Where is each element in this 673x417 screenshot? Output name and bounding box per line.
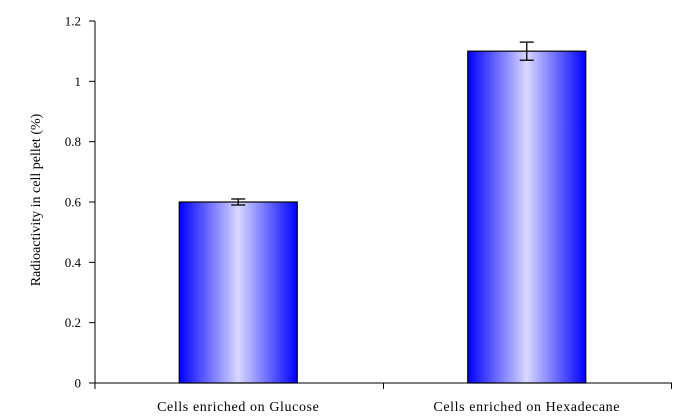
- bars: [178, 41, 587, 384]
- bar: [178, 201, 298, 384]
- error-bar: [519, 41, 534, 61]
- y-tick-label: 1.2: [65, 14, 81, 29]
- axes: [94, 21, 672, 389]
- y-tick-label: 0: [75, 376, 82, 391]
- y-tick-label: 0.6: [65, 195, 82, 210]
- y-tick-label: 0.8: [65, 134, 81, 149]
- bar: [467, 50, 587, 384]
- y-axis-ticks: 0 0.2 0.4 0.6 0.8 1 1.2: [65, 14, 95, 391]
- y-axis-title: Radioactivity in cell pellet (%): [29, 113, 44, 286]
- error-bar: [231, 198, 246, 206]
- y-tick-label: 1: [75, 74, 82, 89]
- x-category-label: Cells enriched on Hexadecane: [433, 400, 620, 415]
- x-category-label: Cells enriched on Glucose: [157, 400, 319, 415]
- y-tick-label: 0.2: [65, 315, 81, 330]
- x-axis-labels: Cells enriched on Glucose Cells enriched …: [157, 400, 620, 415]
- y-tick-label: 0.4: [65, 255, 82, 270]
